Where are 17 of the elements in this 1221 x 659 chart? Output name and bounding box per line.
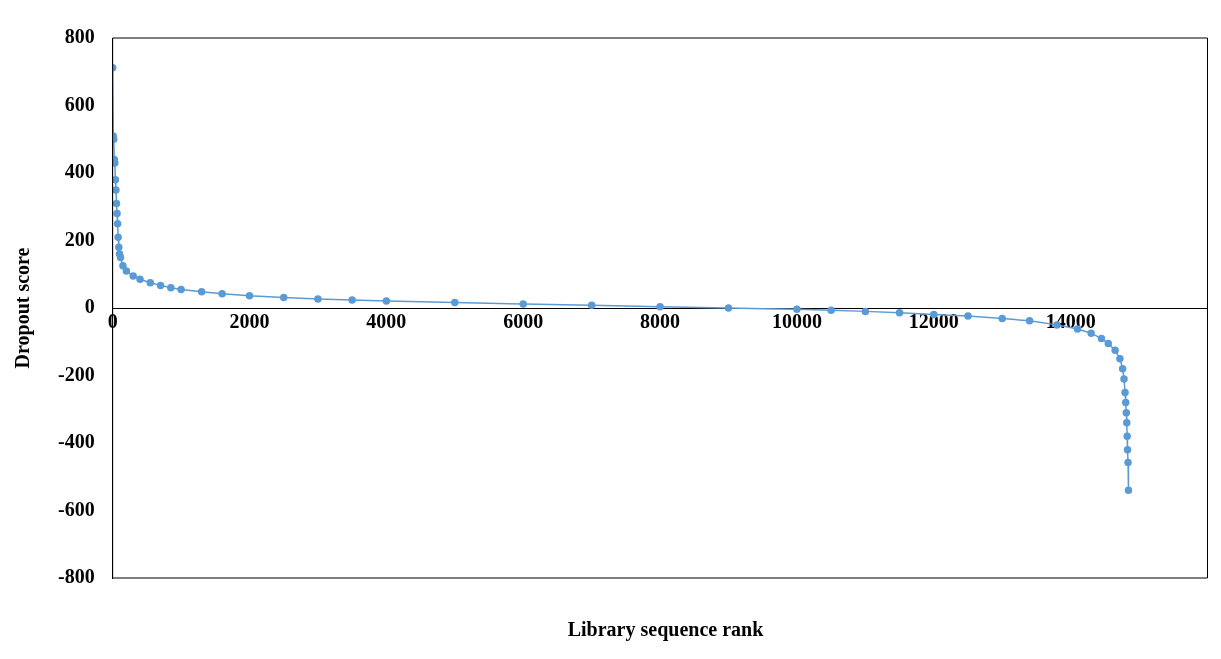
x-axis-title: Library sequence rank — [566, 618, 765, 641]
y-tick-label: 400 — [64, 160, 95, 183]
x-tick-label: 14000 — [1045, 310, 1096, 333]
x-tick-label: 4000 — [366, 310, 407, 333]
y-tick-label: -800 — [57, 565, 95, 588]
y-axis-title: Dropout score — [11, 247, 35, 369]
x-tick-label: 10000 — [771, 310, 822, 333]
x-tick-label: 6000 — [503, 310, 544, 333]
y-tick-label: -200 — [57, 362, 95, 385]
y-tick-label: 0 — [84, 295, 95, 318]
x-tick-label: 2000 — [229, 310, 270, 333]
y-tick-label: -400 — [57, 430, 95, 453]
y-tick-label: 200 — [64, 227, 95, 250]
y-tick-label: -600 — [57, 497, 95, 520]
y-tick-label: 600 — [64, 92, 95, 115]
x-tick-label: 8000 — [640, 310, 681, 333]
y-tick-label: 800 — [64, 25, 95, 48]
